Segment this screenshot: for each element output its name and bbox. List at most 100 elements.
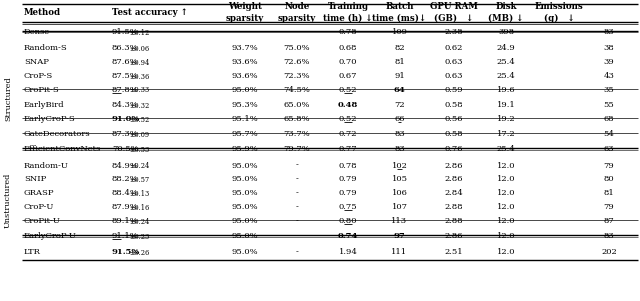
Text: ±0.94: ±0.94 (129, 59, 150, 67)
Text: ±0.23: ±0.23 (129, 233, 150, 241)
Text: 66: 66 (394, 115, 404, 123)
Text: 87.3%: 87.3% (112, 130, 139, 138)
Text: 87: 87 (604, 217, 614, 225)
Text: 105: 105 (392, 175, 408, 183)
Text: GateDecorators: GateDecorators (24, 130, 91, 138)
Text: 82: 82 (394, 44, 405, 52)
Text: ±0.24: ±0.24 (129, 218, 150, 226)
Text: ±0.12: ±0.12 (129, 29, 150, 37)
Text: 0.58: 0.58 (444, 101, 463, 109)
Text: -: - (296, 248, 298, 256)
Text: -: - (296, 203, 298, 211)
Text: 95.0%: 95.0% (232, 189, 259, 197)
Text: -: - (296, 162, 298, 169)
Text: 2.86: 2.86 (444, 175, 463, 183)
Text: 81: 81 (394, 58, 405, 66)
Text: 68: 68 (604, 115, 614, 123)
Text: 25.4: 25.4 (497, 145, 515, 153)
Text: Test accuracy ↑: Test accuracy ↑ (112, 8, 188, 17)
Text: EfficientConvNets: EfficientConvNets (24, 145, 101, 153)
Text: 83: 83 (604, 232, 614, 240)
Text: Method: Method (24, 8, 61, 17)
Text: 0.67: 0.67 (339, 72, 357, 80)
Text: 55: 55 (604, 101, 614, 109)
Text: 93.6%: 93.6% (232, 72, 259, 80)
Text: 2.86: 2.86 (444, 162, 463, 169)
Text: 79.7%: 79.7% (284, 145, 310, 153)
Text: Dense: Dense (24, 28, 50, 36)
Text: 0.70: 0.70 (339, 58, 357, 66)
Text: GPU RAM
(GB)   ↓: GPU RAM (GB) ↓ (429, 2, 477, 23)
Text: ±0.09: ±0.09 (129, 131, 149, 139)
Text: GRASP: GRASP (24, 189, 54, 197)
Text: Structured: Structured (4, 76, 12, 121)
Text: -: - (296, 232, 298, 240)
Text: Random-U: Random-U (24, 162, 69, 169)
Text: 43: 43 (604, 72, 614, 80)
Text: 70.5%: 70.5% (112, 145, 139, 153)
Text: 2.88: 2.88 (444, 203, 463, 211)
Text: 0.78: 0.78 (339, 162, 357, 169)
Text: CroP-S: CroP-S (24, 72, 53, 80)
Text: 12.0: 12.0 (497, 203, 515, 211)
Text: ±0.36: ±0.36 (129, 73, 150, 81)
Text: 12.0: 12.0 (497, 175, 515, 183)
Text: 91.5%: 91.5% (112, 28, 139, 36)
Text: 95.0%: 95.0% (232, 232, 259, 240)
Text: ±0.13: ±0.13 (129, 190, 150, 198)
Text: 65.8%: 65.8% (284, 115, 310, 123)
Text: Disk
(MB) ↓: Disk (MB) ↓ (488, 2, 524, 23)
Text: Weight
sparsity: Weight sparsity (226, 2, 264, 23)
Text: 95.0%: 95.0% (232, 175, 259, 183)
Text: 93.6%: 93.6% (232, 58, 259, 66)
Text: 202: 202 (601, 248, 617, 256)
Text: 86.3%: 86.3% (112, 44, 139, 52)
Text: 0.79: 0.79 (339, 175, 357, 183)
Text: 95.0%: 95.0% (232, 85, 259, 94)
Text: 95.3%: 95.3% (232, 101, 259, 109)
Text: 84.9%: 84.9% (112, 162, 139, 169)
Text: 111: 111 (392, 248, 408, 256)
Text: 83: 83 (394, 145, 405, 153)
Text: 0.75: 0.75 (339, 203, 357, 211)
Text: 0.77: 0.77 (339, 145, 357, 153)
Text: 88.2%: 88.2% (112, 175, 139, 183)
Text: -: - (296, 217, 298, 225)
Text: Node
sparsity: Node sparsity (278, 2, 316, 23)
Text: ±0.53: ±0.53 (129, 146, 150, 154)
Text: 79: 79 (604, 162, 614, 169)
Text: ±0.06: ±0.06 (129, 45, 149, 53)
Text: 2.88: 2.88 (444, 217, 463, 225)
Text: Batch
time (ms)↓: Batch time (ms)↓ (372, 2, 427, 23)
Text: 91.0%: 91.0% (112, 115, 140, 123)
Text: ±0.52: ±0.52 (129, 116, 150, 123)
Text: 87.5%: 87.5% (112, 72, 139, 80)
Text: ±0.57: ±0.57 (129, 176, 149, 184)
Text: 81: 81 (604, 189, 614, 197)
Text: 1.94: 1.94 (339, 248, 357, 256)
Text: 95.0%: 95.0% (232, 203, 259, 211)
Text: 12.0: 12.0 (497, 248, 515, 256)
Text: Emissions
(g)   ↓: Emissions (g) ↓ (534, 2, 584, 23)
Text: 72.3%: 72.3% (284, 72, 310, 80)
Text: 95.1%: 95.1% (232, 115, 259, 123)
Text: SNAP: SNAP (24, 58, 49, 66)
Text: 93.7%: 93.7% (232, 44, 259, 52)
Text: 38: 38 (604, 44, 614, 52)
Text: 0.56: 0.56 (444, 115, 463, 123)
Text: 24.9: 24.9 (497, 44, 515, 52)
Text: 83: 83 (394, 130, 405, 138)
Text: 2.51: 2.51 (444, 248, 463, 256)
Text: 74.5%: 74.5% (284, 85, 310, 94)
Text: 84.3%: 84.3% (112, 101, 139, 109)
Text: 0.48: 0.48 (338, 101, 358, 109)
Text: 65.0%: 65.0% (284, 101, 310, 109)
Text: 0.52: 0.52 (339, 85, 357, 94)
Text: CroPit-S: CroPit-S (24, 85, 60, 94)
Text: 0.62: 0.62 (444, 44, 463, 52)
Text: 87.6%: 87.6% (112, 58, 139, 66)
Text: 95.9%: 95.9% (232, 145, 259, 153)
Text: 12.0: 12.0 (497, 232, 515, 240)
Text: ±0.32: ±0.32 (129, 102, 150, 110)
Text: ±0.26: ±0.26 (129, 249, 150, 257)
